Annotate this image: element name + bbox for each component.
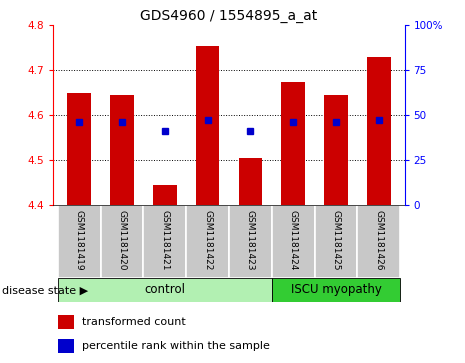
Bar: [358, 205, 400, 278]
Bar: [153, 185, 177, 205]
Text: GSM1181421: GSM1181421: [160, 210, 169, 270]
Bar: [367, 57, 391, 205]
Bar: [143, 205, 186, 278]
Bar: [196, 46, 219, 205]
Bar: [239, 158, 262, 205]
Bar: [315, 205, 358, 278]
Bar: [58, 339, 74, 353]
Text: GSM1181420: GSM1181420: [118, 210, 126, 270]
Text: GSM1181424: GSM1181424: [289, 210, 298, 270]
Bar: [58, 278, 272, 302]
Bar: [272, 205, 315, 278]
Bar: [67, 93, 91, 205]
Text: ISCU myopathy: ISCU myopathy: [291, 284, 381, 296]
Title: GDS4960 / 1554895_a_at: GDS4960 / 1554895_a_at: [140, 9, 318, 23]
Bar: [281, 82, 305, 205]
Text: GSM1181423: GSM1181423: [246, 210, 255, 270]
Bar: [186, 205, 229, 278]
Text: GSM1181419: GSM1181419: [75, 209, 84, 270]
Text: GSM1181422: GSM1181422: [203, 210, 212, 270]
Text: disease state ▶: disease state ▶: [2, 285, 88, 295]
Bar: [272, 278, 400, 302]
Bar: [58, 315, 74, 329]
Text: percentile rank within the sample: percentile rank within the sample: [82, 341, 270, 351]
Bar: [100, 205, 143, 278]
Text: GSM1181425: GSM1181425: [332, 210, 340, 270]
Bar: [58, 205, 100, 278]
Bar: [110, 95, 134, 205]
Text: GSM1181426: GSM1181426: [374, 210, 383, 270]
Bar: [324, 95, 348, 205]
Text: control: control: [144, 284, 185, 296]
Bar: [229, 205, 272, 278]
Text: transformed count: transformed count: [82, 317, 186, 327]
